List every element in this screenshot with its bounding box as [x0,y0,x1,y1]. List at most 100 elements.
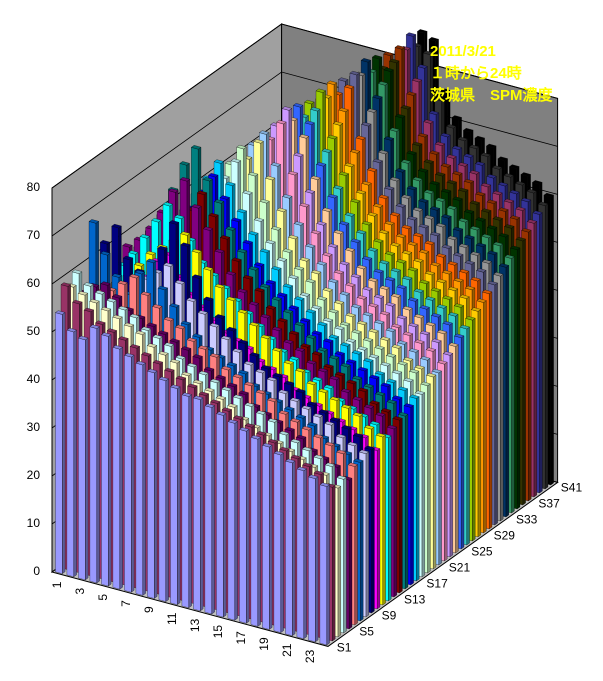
series-label: S21 [449,561,471,575]
bar-side [73,329,77,578]
bar-top [412,207,424,212]
bar-top [226,296,237,301]
bar-top [333,185,344,190]
bar-top [244,402,255,407]
bar-top [190,145,202,150]
bar-top [175,375,187,381]
bar-top [260,334,271,339]
bar-top [231,217,242,222]
bar-top [282,283,294,288]
bar-top [326,80,338,85]
bar-top [458,269,470,274]
bar-top [254,287,265,292]
bar-top [440,163,452,168]
bar-top [422,50,434,55]
bar-top [470,277,481,282]
bar-top [180,242,191,247]
bar-top [278,389,289,394]
bar-top [431,338,442,343]
bar-top [316,296,328,301]
bar-top [198,391,210,396]
bar-top [521,228,532,233]
bar-top [304,189,316,194]
bar-top [267,397,278,402]
bar-top [293,221,304,226]
bar-top [226,326,237,332]
bar-top [323,338,334,343]
bar-top [186,297,197,302]
bar-top [430,231,441,237]
bar-top [389,58,400,64]
bar [135,360,146,596]
bar-top [295,434,307,440]
bar-top [402,275,413,281]
bar-side [517,247,521,510]
bar-top [327,243,339,248]
bar-top [118,336,129,341]
bar-top [202,177,213,182]
bar-top [292,103,304,108]
bar-front [285,460,293,636]
bar-front [147,370,155,599]
bar-top [442,295,453,300]
bar-top [152,304,163,309]
bar [273,450,284,633]
bar-top [385,327,396,332]
bar-top [270,162,281,167]
bar-top [486,199,498,204]
bar-top [394,113,406,119]
bar-top [349,149,361,154]
bar-top [476,298,487,303]
bar-top [295,414,307,419]
bar-top [453,277,464,283]
bar-top [351,329,362,334]
bar-side [292,460,296,636]
bar-top [209,353,220,358]
bar-top [335,433,347,439]
bar-top [383,51,394,56]
bar-top [221,386,232,391]
bar-top [140,326,152,331]
bar-top [481,208,492,213]
bar-top [174,214,185,219]
bar-side [550,194,554,486]
bar-top [236,248,248,253]
bar-top [270,226,282,231]
bar-top [402,331,414,336]
bar-top [186,363,198,368]
bar-top [333,300,345,305]
bar-top [515,206,526,211]
bar-top [146,322,157,327]
bar-top [168,220,180,225]
bar-top [423,189,435,194]
bar-top [458,243,470,248]
bar-top [425,321,436,327]
bar-top [89,299,100,304]
bar-top [345,312,356,318]
bar-top [372,203,384,208]
bar-front [308,476,316,643]
bar-top [203,366,215,372]
series-label: S1 [337,641,352,655]
bar-side [489,291,493,530]
bar-top [356,320,368,325]
bar-front [55,312,63,574]
bar-top [141,352,152,357]
bar-top [419,330,431,335]
bar-top [134,270,146,275]
x-tick-label: 19 [257,637,271,651]
bar-top [310,269,322,275]
bar-top [323,363,334,369]
bar-top [407,267,419,272]
bar-top [347,441,358,447]
bar-top [436,278,447,284]
bar-top [362,286,373,291]
bar-top [386,424,398,430]
bar-top [418,223,429,229]
bar-top [290,454,302,460]
bar-top [457,162,469,167]
bar-top [425,372,437,378]
bar-top [220,335,232,340]
bar-top [457,136,468,142]
bar-top [341,404,352,409]
